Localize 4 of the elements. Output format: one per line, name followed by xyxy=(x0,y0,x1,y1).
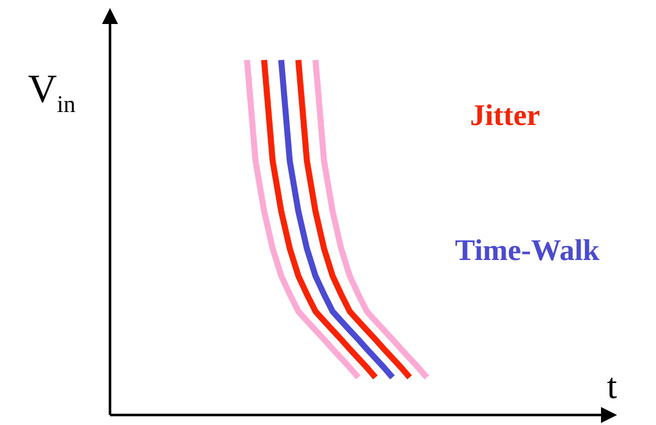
x-axis-title: t xyxy=(606,366,618,406)
y-axis-title: V$_{in}$ xyxy=(28,66,76,118)
annotation: Time-Walk xyxy=(455,234,600,267)
annotation: Jitter xyxy=(470,99,540,132)
